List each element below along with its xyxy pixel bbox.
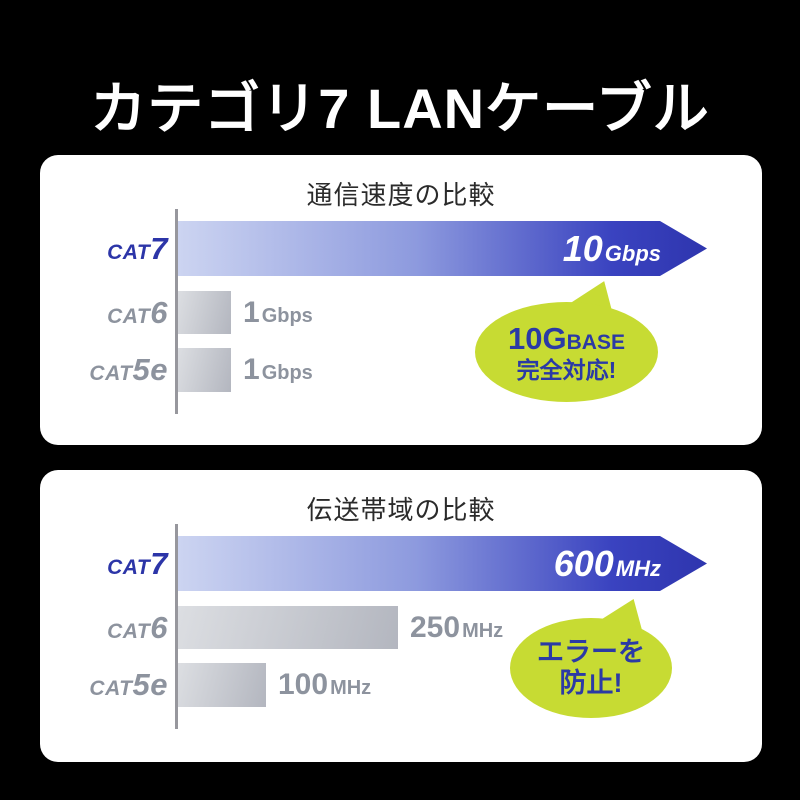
gray-bar [178, 291, 231, 334]
value-label: 600MHz [553, 542, 661, 584]
speed-comparison-panel: 通信速度の比較 CAT7 10Gbps CAT6 1 Gbps CAT5e 1 Gbps 10… [40, 155, 762, 445]
bandwidth-callout-bubble: エラーを 防止! [510, 618, 672, 718]
category-label-cat5e: CAT5e [89, 352, 168, 387]
bandwidth-comparison-panel: 伝送帯域の比較 CAT7 600MHz CAT6 250 MHz CAT5e 100 MHz … [40, 470, 762, 762]
value-label: 250 MHz [410, 610, 504, 644]
category-label-cat7: CAT7 [107, 545, 168, 581]
value-label: 1 Gbps [243, 353, 313, 386]
value-label: 10Gbps [562, 227, 661, 269]
page-title: カテゴリ7 LANケーブル [90, 77, 710, 140]
chart-row-cat7: CAT7 10Gbps [40, 221, 762, 276]
category-label-cat7: CAT7 [107, 230, 168, 266]
chart-row-cat5e: CAT5e 100 MHz [40, 663, 762, 707]
chart-axis-line [175, 209, 178, 414]
speed-comparison-chart: CAT7 10Gbps CAT6 1 Gbps CAT5e 1 Gbps [40, 155, 762, 445]
category-label-cat5e: CAT5e [89, 667, 168, 702]
bubble-line-2: 防止! [559, 668, 623, 698]
speed-panel-title: 通信速度の比較 [306, 180, 496, 210]
highlight-arrow-bar [178, 221, 707, 276]
chart-row-cat5e: CAT5e 1 Gbps [40, 348, 762, 392]
speed-callout-bubble: 10GBASE 完全対応! [475, 302, 658, 402]
highlight-arrow-bar [178, 536, 707, 591]
value-label: 100 MHz [278, 668, 372, 701]
chart-row-cat6: CAT6 250 MHz [40, 606, 762, 649]
value-label: 1 Gbps [243, 295, 313, 329]
bandwidth-panel-title: 伝送帯域の比較 [306, 495, 496, 525]
category-label-cat6: CAT6 [107, 294, 168, 330]
bubble-line-1: 10GBASE [508, 320, 625, 356]
chart-axis-line [175, 524, 178, 729]
chart-row-cat6: CAT6 1 Gbps [40, 291, 762, 334]
gray-bar [178, 663, 266, 707]
gray-bar [178, 606, 398, 649]
bubble-line-1: エラーを [537, 636, 645, 667]
gray-bar [178, 348, 231, 392]
category-label-cat6: CAT6 [107, 609, 168, 645]
chart-row-cat7: CAT7 600MHz [40, 536, 762, 591]
bubble-line-2: 完全対応! [516, 356, 617, 383]
bandwidth-comparison-chart: CAT7 600MHz CAT6 250 MHz CAT5e 100 MHz [40, 470, 762, 762]
